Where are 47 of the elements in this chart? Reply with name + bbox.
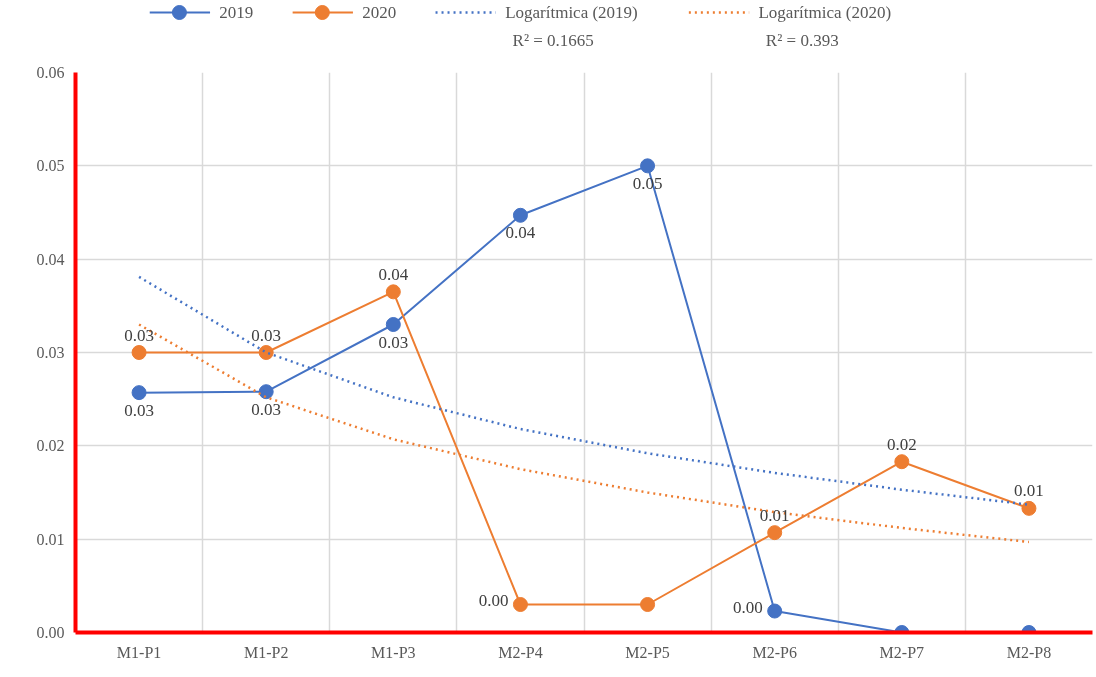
data-label: 0.03 — [124, 400, 154, 420]
text: R² = 0.393 — [765, 31, 839, 50]
point — [258, 345, 274, 360]
y-tick-label: 0.01 — [36, 530, 65, 548]
legend-label: 2020 — [362, 3, 397, 22]
y-tick-label: 0.04 — [36, 250, 65, 268]
x-tick-label: M2-P7 — [879, 643, 925, 661]
x-tick-label: M2-P6 — [752, 643, 797, 661]
point — [131, 345, 147, 360]
x-tick-label: M1-P1 — [116, 643, 162, 661]
data-label: 0.00 — [732, 597, 763, 617]
data-label: 0.04 — [505, 223, 536, 243]
y-tick-label: 0.02 — [36, 437, 65, 455]
point — [1021, 500, 1037, 516]
text: R² = 0.1665 — [512, 31, 594, 50]
point — [767, 603, 783, 619]
point — [258, 384, 274, 400]
point — [640, 597, 656, 612]
point — [640, 158, 656, 174]
x-tick-label: M2-P8 — [1006, 643, 1052, 661]
y-tick-label: 0.03 — [36, 344, 65, 361]
data-label: 0.03 — [124, 325, 154, 345]
point — [385, 317, 401, 332]
data-label: 0.04 — [378, 264, 409, 284]
y-tick-label: 0.05 — [36, 157, 65, 175]
data-label: 0.03 — [378, 332, 409, 352]
x-tick-label: M2-P4 — [498, 643, 543, 661]
y-tick-label: 0.00 — [36, 624, 65, 641]
data-label: 0.01 — [759, 505, 790, 525]
x-tick-label: M1-P3 — [371, 643, 416, 661]
x-tick-label: M2-P5 — [625, 643, 670, 661]
legend-label: Logarítmica (2019) — [505, 3, 638, 22]
y-tick-label: 0.06 — [36, 64, 65, 81]
data-label: 0.02 — [886, 434, 917, 454]
point — [767, 525, 783, 541]
data-label: 0.03 — [251, 325, 282, 345]
point — [512, 207, 528, 223]
data-label: 0.01 — [1014, 481, 1044, 501]
data-label: 0.03 — [251, 399, 282, 419]
point — [894, 454, 910, 470]
x-tick-label: M1-P2 — [243, 643, 289, 661]
point — [512, 597, 528, 612]
point — [131, 385, 147, 401]
legend-label: 2019 — [219, 3, 254, 22]
point — [385, 284, 401, 300]
legend-label: Logarítmica (2020) — [758, 3, 892, 22]
data-label: 0.00 — [478, 591, 509, 610]
